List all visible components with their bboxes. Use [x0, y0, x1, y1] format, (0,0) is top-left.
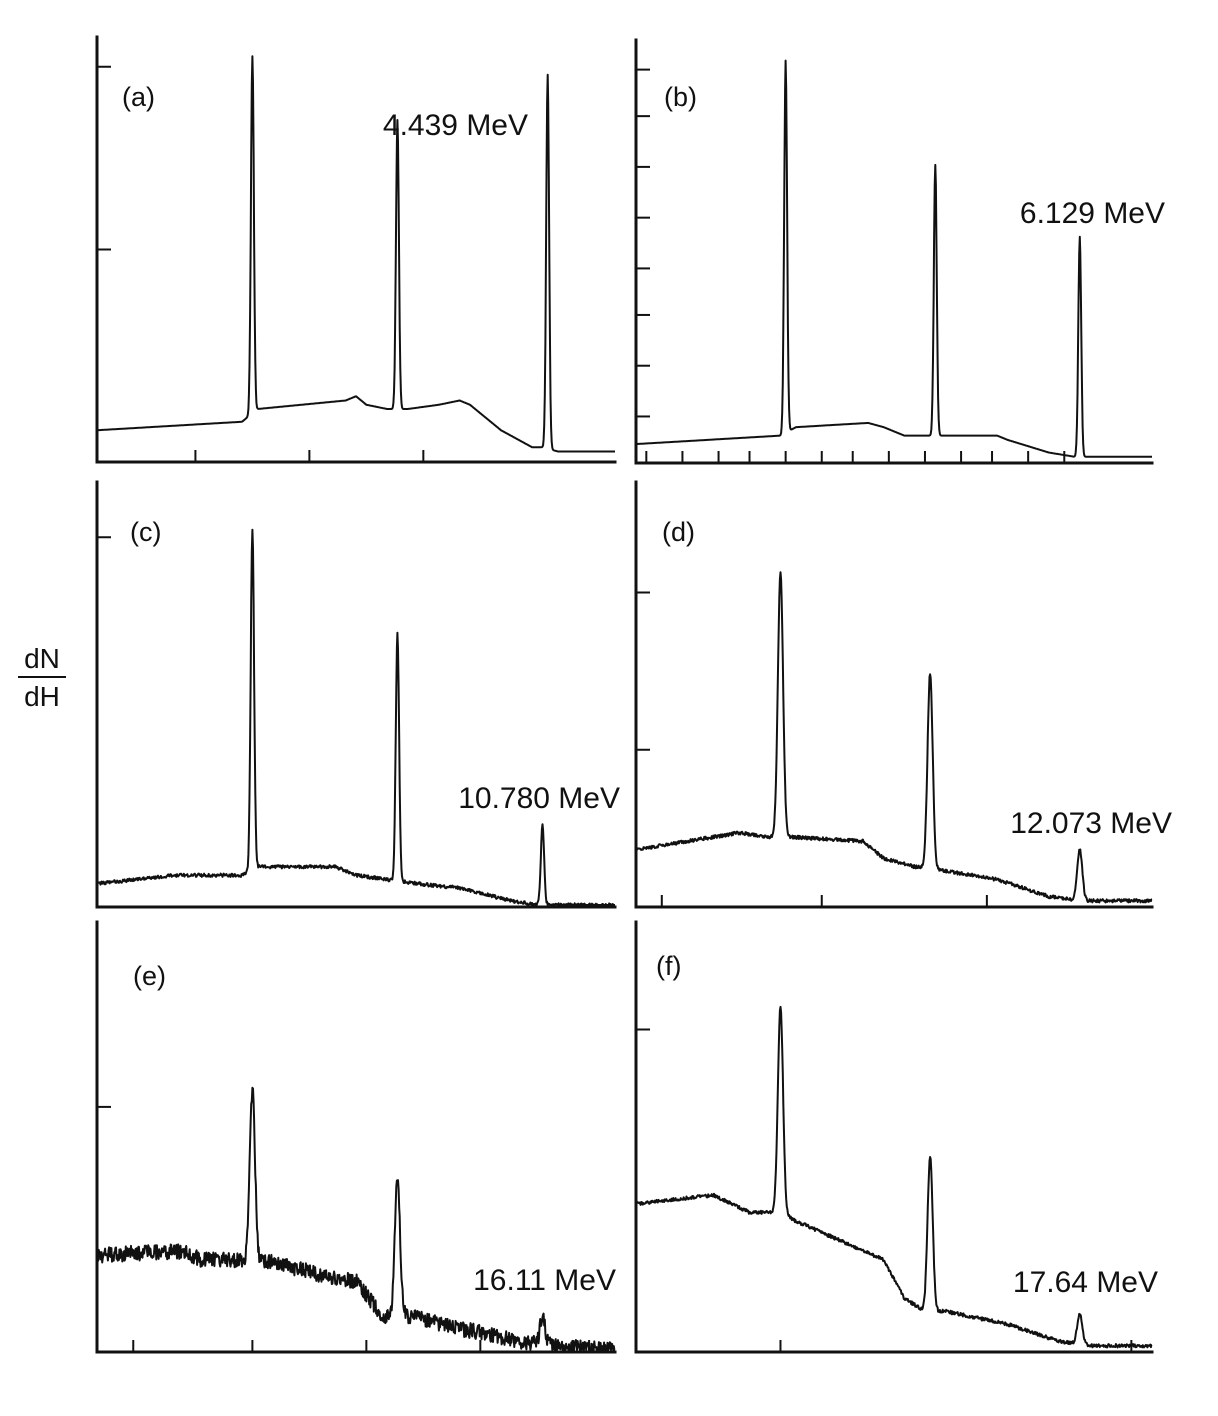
energy-label-a: 4.439 MeV [383, 109, 528, 142]
panel-label-e: (e) [133, 961, 166, 991]
ticks-f [636, 1028, 1133, 1352]
panel-d: (d) 12.073 MeV [634, 480, 1172, 909]
spectrum-line-a [96, 55, 616, 453]
panel-label-f: (f) [656, 951, 681, 981]
axes-f [634, 920, 1154, 1354]
energy-label-c: 10.780 MeV [458, 782, 620, 815]
axes-c [95, 480, 617, 909]
energy-label-d: 12.073 MeV [1010, 807, 1172, 840]
ticks-d [636, 591, 988, 907]
energy-label-f: 17.64 MeV [1013, 1266, 1158, 1299]
energy-label-b: 6.129 MeV [1020, 197, 1165, 230]
y-axis-label-numerator: dN [24, 643, 60, 674]
axes-b [634, 38, 1154, 465]
panel-label-a: (a) [122, 82, 155, 112]
axes-a [95, 35, 617, 464]
spectrum-line-e [96, 1086, 616, 1351]
panel-label-c: (c) [130, 517, 161, 547]
spectrum-line-b [635, 59, 1153, 458]
spectrum-line-f [635, 1005, 1153, 1349]
panel-c: (c) 10.780 MeV [95, 480, 620, 909]
y-axis-label: dN dH [18, 643, 66, 712]
spectrum-line-c [96, 528, 616, 906]
panel-label-d: (d) [662, 517, 695, 547]
ticks-a [97, 65, 425, 462]
panel-label-b: (b) [664, 82, 697, 112]
spectrum-line-d [635, 571, 1153, 904]
panel-b: (b) 6.129 MeV [634, 38, 1165, 465]
axes-e [95, 920, 617, 1354]
energy-label-e: 16.11 MeV [473, 1264, 616, 1297]
ticks-e [97, 1105, 591, 1352]
axes-d [634, 480, 1154, 909]
panel-a: (a) 4.439 MeV [95, 35, 617, 464]
ticks-b [636, 68, 1066, 463]
y-axis-label-denominator: dH [24, 681, 60, 712]
panel-f: (f) 17.64 MeV [634, 920, 1158, 1354]
panel-e: (e) 16.11 MeV [95, 920, 617, 1354]
